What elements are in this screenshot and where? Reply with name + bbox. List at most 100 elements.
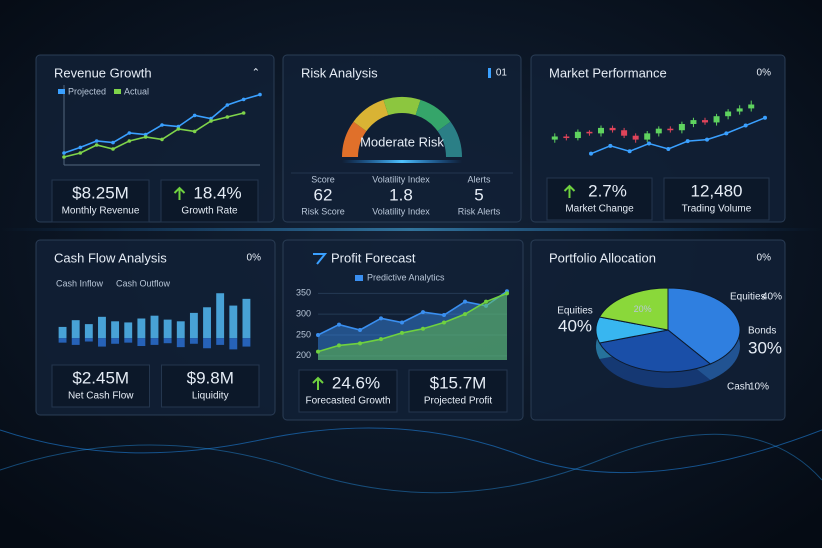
panel-title: Risk Analysis	[301, 65, 378, 80]
point	[463, 299, 467, 304]
stat-value: $9.8M	[187, 368, 234, 387]
bar	[111, 321, 120, 339]
point	[505, 291, 509, 296]
panel-title: Portfolio Allocation	[549, 250, 656, 265]
legend-label: Cash Inflow	[56, 278, 104, 288]
stat-label: Risk Alerts	[458, 206, 501, 216]
candle-body	[736, 108, 743, 112]
candle-body	[725, 111, 732, 117]
pie-label: 40%	[762, 292, 782, 303]
bar	[176, 321, 185, 339]
point	[94, 139, 99, 143]
stat-label: Growth Rate	[181, 206, 238, 217]
pie-slice	[598, 287, 669, 331]
bar	[137, 318, 146, 339]
trend-point	[647, 141, 651, 146]
title-icon	[313, 253, 328, 265]
bar	[242, 298, 251, 339]
bar	[124, 338, 133, 343]
trend-point	[763, 115, 767, 120]
legend-label: Actual	[124, 86, 149, 96]
point	[258, 92, 262, 97]
candle-body	[563, 136, 570, 139]
stat-label: Market Change	[565, 204, 634, 215]
trend-point	[685, 139, 690, 144]
trend-point	[666, 146, 671, 151]
panel-title: Profit Forecast	[331, 250, 416, 265]
point	[111, 147, 115, 151]
line	[317, 292, 508, 353]
point	[316, 349, 320, 354]
bar	[216, 338, 225, 345]
candle-body	[609, 127, 616, 131]
pie-label: 20%	[634, 304, 652, 314]
point	[209, 119, 213, 123]
point	[192, 129, 197, 134]
candle-body	[621, 130, 628, 136]
candle-body	[702, 120, 708, 123]
point	[400, 320, 404, 325]
stat-label: Net Cash Flow	[68, 391, 134, 402]
bar	[84, 324, 93, 339]
point	[78, 145, 83, 150]
point	[143, 135, 148, 139]
decor-glow	[0, 228, 822, 231]
panel-title: Revenue Growth	[54, 65, 152, 80]
stat-caption: Volatility Index	[372, 174, 430, 184]
point	[463, 312, 467, 317]
point	[421, 326, 425, 331]
stat-box	[51, 179, 150, 223]
point	[316, 333, 320, 337]
gauge-segment	[415, 99, 451, 132]
bar	[163, 319, 172, 339]
stat-label: Volatility Index	[372, 206, 430, 216]
point	[241, 97, 246, 102]
candle-body	[678, 124, 685, 131]
bar	[203, 338, 211, 349]
stat-label: Monthly Revenue	[62, 206, 140, 217]
bar	[203, 307, 211, 339]
stat-value: 5	[474, 185, 483, 204]
trend-point	[608, 143, 613, 148]
point	[358, 341, 362, 346]
point	[400, 330, 404, 335]
point	[337, 322, 341, 327]
stat-label: Projected Profit	[424, 396, 493, 407]
stat-label: Forecasted Growth	[305, 396, 390, 407]
stat-box	[663, 177, 770, 221]
panel-icon: 0%	[757, 68, 772, 79]
bar	[58, 326, 67, 339]
decor-wave	[0, 433, 822, 494]
point	[225, 115, 230, 119]
panel-icon: 0%	[757, 253, 772, 264]
bar	[111, 338, 120, 344]
area	[318, 293, 507, 360]
trend-point	[589, 151, 593, 156]
bar	[84, 338, 93, 342]
panel-icon: ⌃	[252, 68, 260, 79]
candle-body	[655, 128, 662, 134]
trend-point	[743, 123, 748, 128]
candle-body	[690, 120, 697, 124]
decor-wave	[0, 427, 822, 474]
stat-value: 2.7%	[588, 181, 627, 200]
stat-caption: Alerts	[467, 174, 491, 184]
stat-label: Risk Score	[301, 206, 345, 216]
point	[358, 328, 362, 332]
point	[225, 103, 230, 107]
bar	[229, 305, 238, 339]
candle-body	[551, 136, 558, 140]
point	[94, 143, 99, 147]
legend-label: Projected	[68, 86, 106, 96]
bar	[71, 338, 80, 345]
bar	[189, 312, 198, 339]
pie-label: Equities	[730, 292, 766, 303]
panel-title: Cash Flow Analysis	[54, 250, 167, 265]
up-arrow	[173, 186, 186, 200]
point	[160, 123, 164, 127]
stat-caption: Score	[311, 174, 335, 184]
legend-swatch	[114, 89, 121, 94]
point	[379, 316, 383, 321]
candle-body	[598, 127, 604, 134]
